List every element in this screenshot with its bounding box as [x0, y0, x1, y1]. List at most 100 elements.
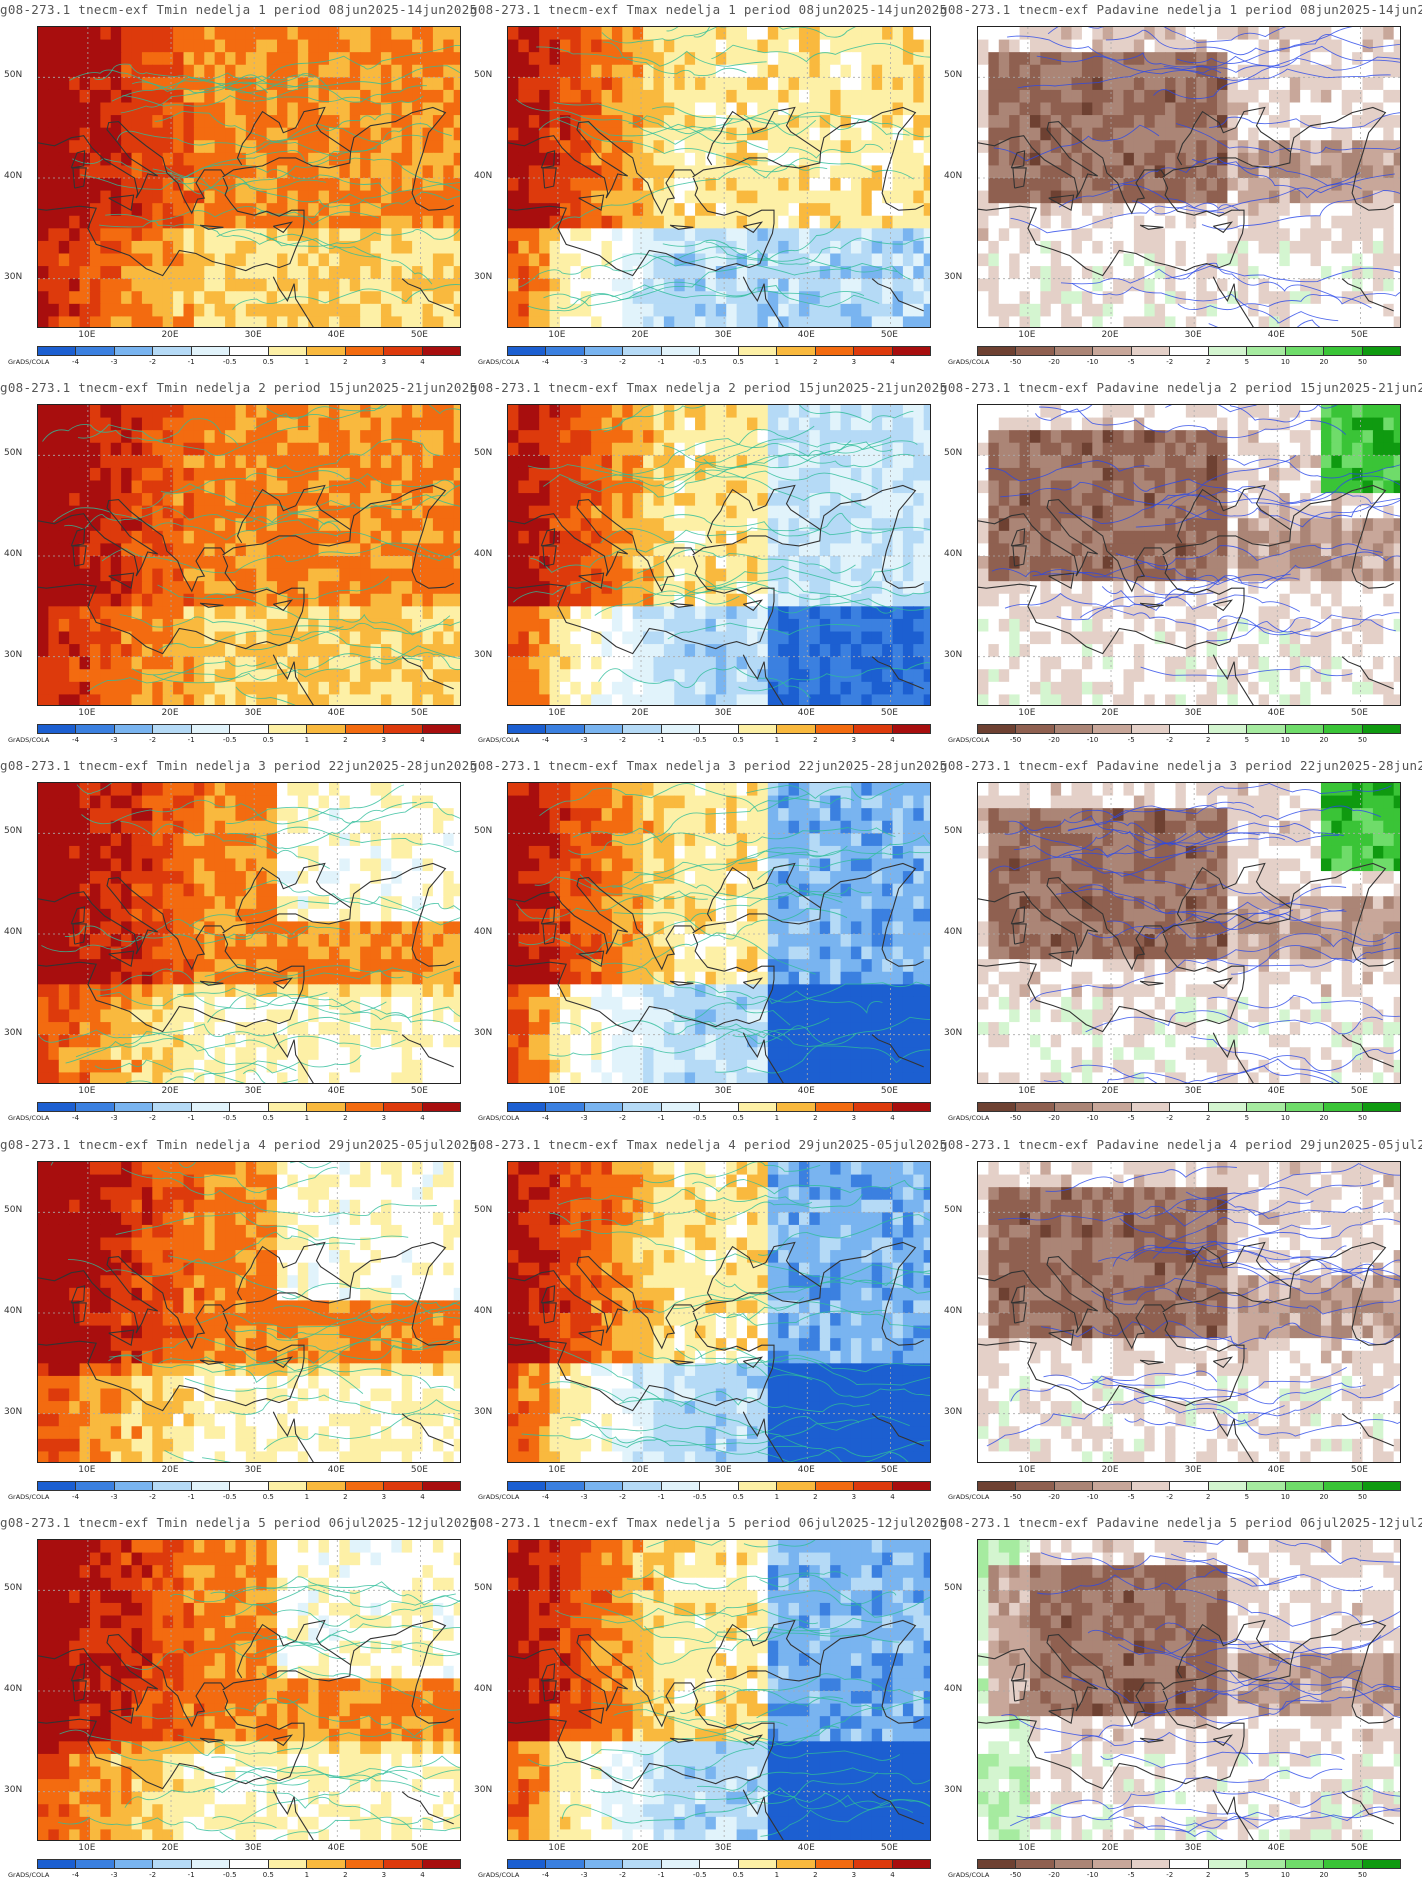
colorbar-swatch [114, 1860, 154, 1868]
longitude-tick-label: 30E [1184, 330, 1202, 340]
longitude-tick-label: 10E [548, 708, 566, 718]
colorbar-tick-label: -4 [72, 1871, 80, 1879]
colorbar-swatch [268, 1860, 308, 1868]
map-panel-tmin-week-4: g08-273.1 tnecm-exf Tmin nedelja 4 perio… [0, 1135, 477, 1509]
latitude-tick-label: 30N [474, 1027, 493, 1038]
longitude-tick-label: 10E [78, 1843, 96, 1853]
latitude-tick-label: 30N [944, 1784, 963, 1795]
colorbar-swatch [268, 1482, 308, 1490]
colorbar-tick-label: -2 [619, 736, 627, 744]
colorbar-tick-label: -3 [580, 1114, 588, 1122]
colorbar-tick-label: 2 [813, 1114, 818, 1122]
longitude-tick-label: 50E [1350, 708, 1368, 718]
forecast-map-plot [38, 27, 460, 327]
forecast-map-plot [38, 1540, 460, 1840]
forecast-map-plot [978, 783, 1400, 1083]
longitude-tick-label: 20E [1101, 1086, 1119, 1096]
longitude-tick-label: 40E [797, 1465, 815, 1475]
colorbar-swatch [661, 1482, 701, 1490]
latitude-tick-label: 30N [474, 1406, 493, 1417]
colorbar-tick-label: -1 [187, 358, 195, 366]
colorbar-tick-label: 1 [304, 1114, 310, 1122]
colorbar-tick-label: -2 [619, 1493, 627, 1501]
colorbar-swatch [1170, 725, 1209, 733]
colorbar-tick-label: -10 [1086, 1871, 1099, 1879]
colorbar-tick-label: -2 [619, 358, 627, 366]
colorbar-swatch [777, 1103, 816, 1111]
colorbar-swatch [307, 1860, 346, 1868]
colorbar-swatch [738, 1103, 778, 1111]
latitude-tick-label: 40N [944, 549, 963, 559]
longitude-tick-label: 20E [631, 1465, 649, 1475]
colorbar-tick-label: 0.5 [262, 358, 274, 366]
colorbar-swatch [307, 1103, 346, 1111]
colorbar-swatch [1054, 725, 1094, 733]
colorbar-tick-label: 3 [381, 1114, 387, 1122]
colorbar-tick-label: 3 [381, 358, 387, 366]
longitude-tick-label: 40E [327, 330, 345, 340]
colorbar-swatch [623, 347, 662, 355]
colorbar-tick-label: -1 [187, 1114, 195, 1122]
colorbar-tick-label: 2 [343, 1871, 348, 1879]
longitude-tick-label: 10E [78, 708, 96, 718]
panel-title: g08-273.1 tnecm-exf Tmax nedelja 1 perio… [470, 2, 948, 17]
colorbar-swatch [546, 1482, 585, 1490]
colorbar-tick-label: 2 [813, 358, 818, 366]
map-frame [977, 782, 1401, 1084]
colorbar-tick-label: 4 [890, 1493, 895, 1501]
longitude-tick-label: 40E [327, 1465, 345, 1475]
colorbar-tick-label: 0.5 [732, 1493, 744, 1501]
forecast-map-plot [978, 1540, 1400, 1840]
latitude-tick-label: 40N [4, 1306, 23, 1316]
colorbar-tick-label: -4 [72, 736, 80, 744]
colorbar-tick-label: 1 [774, 1493, 780, 1501]
panel-title: g08-273.1 tnecm-exf Padavine nedelja 2 p… [940, 380, 1422, 395]
colorbar-swatch [623, 1482, 662, 1490]
colorbar-tick-label: 2 [1206, 736, 1211, 744]
map-frame [37, 404, 461, 706]
colorbar-swatch [76, 725, 115, 733]
colorbar [37, 1102, 461, 1112]
colorbar-tick-label: 2 [813, 736, 818, 744]
colorbar-swatch [1362, 1482, 1400, 1490]
panel-title: g08-273.1 tnecm-exf Padavine nedelja 4 p… [940, 1137, 1422, 1152]
latitude-tick-label: 30N [4, 649, 23, 660]
colorbar-swatch [1131, 1860, 1171, 1868]
grads-source-label: GrADS/COLA [8, 736, 50, 744]
longitude-tick-label: 30E [1184, 1843, 1202, 1853]
longitude-tick-label: 10E [78, 1465, 96, 1475]
colorbar-swatch [345, 347, 385, 355]
colorbar-swatch [892, 1860, 930, 1868]
longitude-tick-label: 30E [244, 1843, 262, 1853]
colorbar-swatch [892, 1103, 930, 1111]
colorbar-tick-label: -5 [1127, 358, 1135, 366]
colorbar-tick-label: -20 [1048, 736, 1060, 744]
colorbar-tick-label: 1 [304, 1493, 310, 1501]
colorbar-swatch [1093, 347, 1132, 355]
colorbar-swatch [854, 725, 893, 733]
map-frame [507, 1539, 931, 1841]
colorbar-tick-label: 4 [420, 1493, 425, 1501]
colorbar-swatch [1170, 1103, 1209, 1111]
colorbar-tick-label: 0.5 [262, 1114, 274, 1122]
map-panel-tmax-week-4: g08-273.1 tnecm-exf Tmax nedelja 4 perio… [470, 1135, 947, 1509]
grads-source-label: GrADS/COLA [8, 1871, 50, 1879]
longitude-tick-label: 20E [1101, 1843, 1119, 1853]
latitude-tick-label: 40N [474, 549, 493, 559]
latitude-tick-label: 50N [474, 1205, 493, 1216]
colorbar-tick-label: 4 [420, 358, 425, 366]
colorbar-swatch [1093, 725, 1132, 733]
colorbar-tick-label: -10 [1086, 1493, 1099, 1501]
colorbar-swatch [700, 1860, 739, 1868]
grads-source-label: GrADS/COLA [948, 736, 990, 744]
colorbar-swatch [1247, 1482, 1286, 1490]
colorbar-tick-label: 50 [1357, 1114, 1367, 1122]
colorbar-swatch [1324, 347, 1363, 355]
latitude-tick-label: 30N [474, 1784, 493, 1795]
latitude-tick-label: 40N [4, 927, 23, 937]
grads-source-label: GrADS/COLA [948, 1493, 990, 1501]
latitude-tick-label: 50N [4, 448, 23, 459]
colorbar [37, 1481, 461, 1491]
colorbar-tick-label: 0.5 [732, 1871, 744, 1879]
colorbar-swatch [345, 1482, 385, 1490]
